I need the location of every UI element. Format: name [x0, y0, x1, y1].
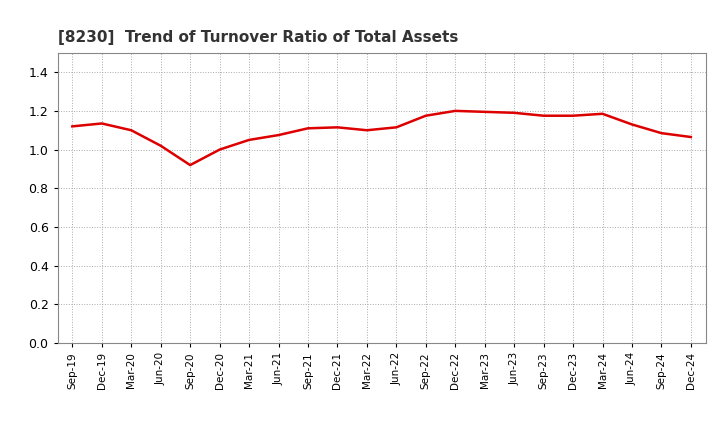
Text: [8230]  Trend of Turnover Ratio of Total Assets: [8230] Trend of Turnover Ratio of Total …: [58, 29, 458, 45]
